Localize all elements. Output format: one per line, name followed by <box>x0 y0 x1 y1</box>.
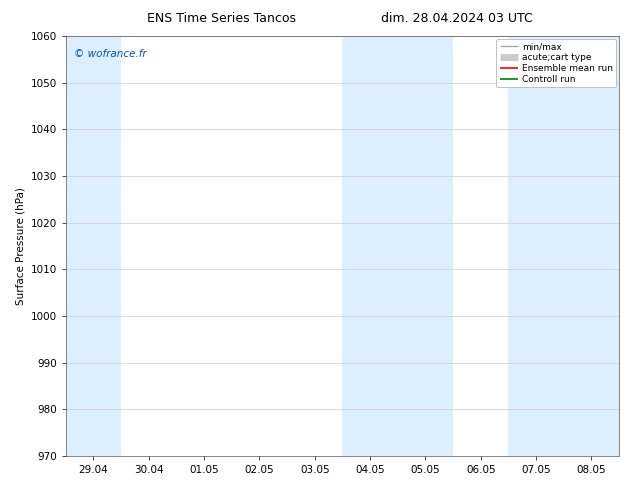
Y-axis label: Surface Pressure (hPa): Surface Pressure (hPa) <box>15 187 25 305</box>
Bar <box>66 36 121 456</box>
Legend: min/max, acute;cart type, Ensemble mean run, Controll run: min/max, acute;cart type, Ensemble mean … <box>496 39 616 88</box>
Bar <box>342 36 453 456</box>
Bar <box>508 36 619 456</box>
Text: © wofrance.fr: © wofrance.fr <box>74 49 146 59</box>
Text: ENS Time Series Tancos: ENS Time Series Tancos <box>147 12 297 25</box>
Text: dim. 28.04.2024 03 UTC: dim. 28.04.2024 03 UTC <box>380 12 533 25</box>
